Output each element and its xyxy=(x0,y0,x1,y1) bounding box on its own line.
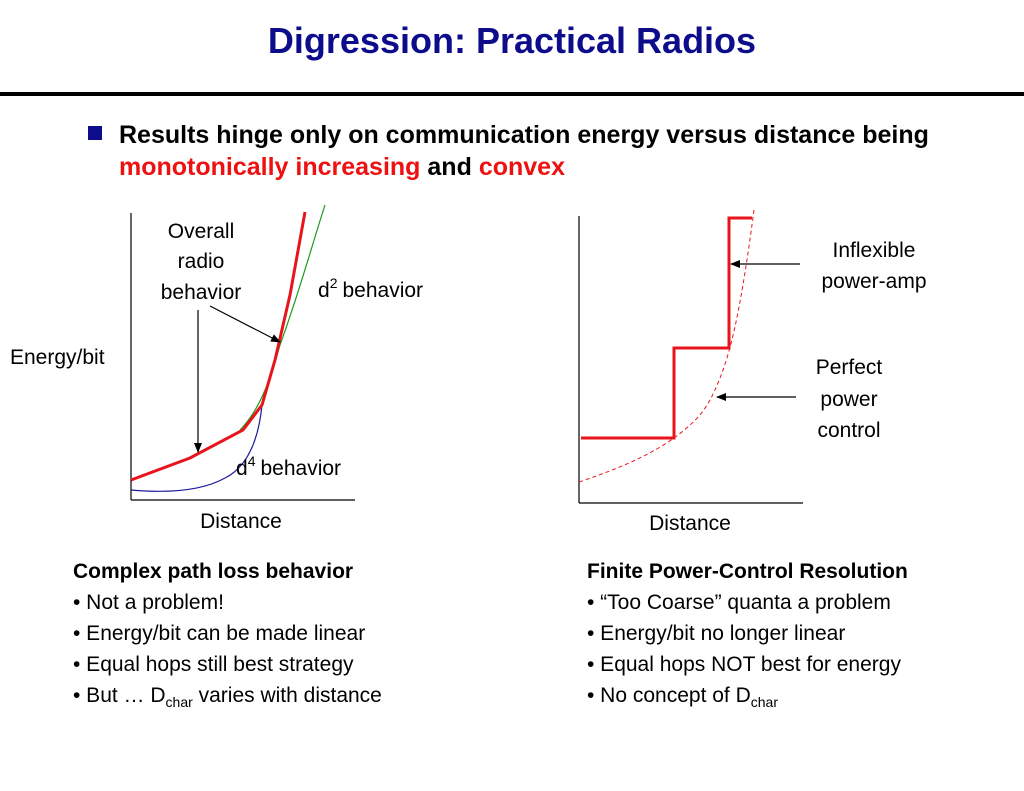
inflexible-label-line-1: Inflexible xyxy=(833,239,916,262)
left-column-item-dchar: • But … Dchar varies with distance xyxy=(73,684,382,710)
bullet-text-lead: Results hinge only on communication ener… xyxy=(119,121,929,149)
right-column-item: • Energy/bit no longer linear xyxy=(587,622,846,645)
right-x-axis-label: Distance xyxy=(649,512,731,535)
slide-title: Digression: Practical Radios xyxy=(267,20,757,61)
left-diagram: Overall radio behavior d2 behavior d4 beha… xyxy=(10,204,423,533)
left-column-item: • Energy/bit can be made linear xyxy=(73,622,366,645)
left-text-column: Complex path loss behavior • Not a probl… xyxy=(73,556,382,711)
inflexible-label-line-2: power-amp xyxy=(821,270,926,293)
perfect-power-control-curve xyxy=(578,209,755,483)
right-diagram: Inflexible power-amp Perfect power contr… xyxy=(578,209,927,535)
right-column-item: • “Too Coarse” quanta a problem xyxy=(587,591,891,614)
overall-label-line-1: Overall xyxy=(168,220,235,243)
perfect-label-line-1: Perfect xyxy=(816,356,883,379)
bullet-emphasis-monotonic: monotonically increasing xyxy=(119,153,421,181)
bullet-emphasis-convex: convex xyxy=(478,153,565,181)
bullet-text-conj: and xyxy=(427,153,472,181)
d4-behavior-curve xyxy=(130,404,263,492)
square-bullet-icon xyxy=(88,126,102,140)
overall-label-line-3: behavior xyxy=(161,281,242,304)
overall-radio-behavior-curve xyxy=(130,211,307,482)
perfect-label-line-2: power xyxy=(820,388,877,411)
overall-arrow-curve xyxy=(209,305,281,343)
d4-behavior-label: d4 behavior xyxy=(236,453,341,480)
title-divider xyxy=(0,92,1024,96)
perfect-label-line-3: control xyxy=(817,419,880,442)
inflexible-power-amp-step-curve xyxy=(581,216,752,440)
d2-behavior-curve xyxy=(239,204,326,431)
main-bullet-text: Results hinge only on communication ener… xyxy=(119,119,979,183)
left-column-item: • Equal hops still best strategy xyxy=(73,653,354,676)
right-column-heading: Finite Power-Control Resolution xyxy=(587,560,908,583)
y-axis-label-energy-bit: Energy/bit xyxy=(10,346,105,369)
left-column-item: • Not a problem! xyxy=(73,591,224,614)
overall-label-line-2: radio xyxy=(178,250,225,273)
right-column-item: • Equal hops NOT best for energy xyxy=(587,653,901,676)
left-column-heading: Complex path loss behavior xyxy=(73,560,354,583)
right-column-item-dchar: • No concept of Dchar xyxy=(587,684,778,710)
left-x-axis-label: Distance xyxy=(200,510,282,533)
d2-behavior-label: d2 behavior xyxy=(318,275,423,302)
right-text-column: Finite Power-Control Resolution • “Too C… xyxy=(587,556,908,711)
